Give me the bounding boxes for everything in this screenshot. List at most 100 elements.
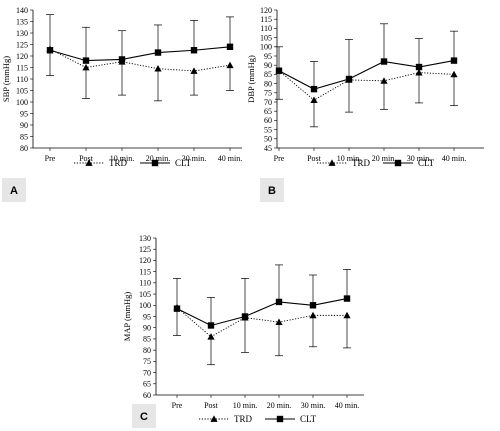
square-marker — [46, 47, 54, 54]
x-tick-label: 40 min. — [442, 154, 466, 163]
panel-c: 60 65 70 75 80 85 90 95 100 105 110 115 120 125 130 Pre… — [122, 234, 364, 428]
x-tick-label: 20 min. — [372, 154, 396, 163]
y-tick-label: 95 — [264, 52, 272, 61]
x-tick-label: 30 min. — [182, 154, 206, 163]
triangle-marker — [415, 68, 423, 76]
triangle-marker — [82, 63, 90, 71]
y-tick-label: 95 — [143, 312, 151, 321]
triangle-marker — [310, 96, 318, 104]
series-line — [278, 60, 455, 90]
series-line — [49, 46, 231, 62]
legend-square-marker — [151, 159, 159, 167]
x-tick-label: Post — [79, 154, 94, 163]
y-axis-label: SBP (mmHg) — [1, 56, 11, 102]
legend-square-marker — [276, 415, 284, 423]
x-tick-label: 10 min. — [337, 154, 361, 163]
triangle-marker — [380, 77, 388, 84]
legend-label: TRD — [234, 414, 253, 424]
series-trd — [275, 67, 458, 128]
series-clt — [275, 23, 458, 93]
y-tick-label: 75 — [264, 89, 272, 98]
y-tick-label: 125 — [16, 40, 28, 49]
x-tick-label: 10 min. — [233, 401, 257, 410]
y-tick-label: 60 — [264, 116, 272, 125]
panel-label: C — [140, 411, 148, 423]
y-tick-label: 110 — [139, 279, 151, 288]
square-marker — [415, 63, 423, 71]
x-tick-label: Pre — [274, 154, 285, 163]
square-marker — [275, 67, 283, 74]
y-tick-label: 65 — [264, 107, 272, 116]
x-tick-label: Pre — [45, 154, 56, 163]
y-tick-label: 100 — [139, 301, 151, 310]
series-line — [176, 298, 348, 327]
y-tick-label: 100 — [260, 43, 272, 52]
panel-label: A — [10, 185, 18, 197]
legend-label: TRD — [109, 158, 128, 168]
legend-label: CLT — [418, 158, 435, 168]
panel-a: 80 85 90 95 100 105 110 115 120 125 130 135 140 Pre Po… — [1, 6, 242, 202]
square-marker — [118, 56, 126, 63]
square-marker — [190, 47, 198, 54]
x-tick-label: 10 min. — [110, 154, 134, 163]
triangle-marker — [450, 70, 458, 78]
triangle-marker — [154, 65, 162, 72]
y-tick-label: 85 — [20, 132, 28, 141]
y-tick-label: 70 — [143, 368, 151, 377]
series-clt — [173, 264, 351, 329]
triangle-marker — [190, 67, 198, 74]
x-tick-label: 30 min. — [301, 401, 325, 410]
y-tick-label: 105 — [139, 290, 151, 299]
legend-triangle-marker — [328, 159, 336, 166]
square-marker — [343, 295, 351, 302]
y-tick-label: 140 — [16, 6, 28, 15]
y-tick-label: 105 — [260, 33, 272, 42]
panel-label-box — [2, 178, 26, 202]
y-tick-label: 70 — [264, 98, 272, 107]
y-tick-label: 85 — [143, 335, 151, 344]
y-tick-label: 50 — [264, 135, 272, 144]
panel-label-box — [260, 178, 284, 202]
series-line — [278, 70, 455, 101]
series-line — [49, 48, 231, 72]
y-tick-label: 90 — [264, 61, 272, 70]
x-tick-label: Pre — [172, 401, 183, 410]
square-marker — [82, 57, 90, 64]
y-tick-label: 60 — [143, 391, 151, 400]
square-marker — [207, 322, 215, 329]
y-tick-label: 130 — [16, 29, 28, 38]
y-tick-label: 115 — [139, 267, 151, 276]
x-tick-label: Post — [307, 154, 322, 163]
y-tick-label: 110 — [16, 75, 28, 84]
square-marker — [380, 58, 388, 65]
triangle-marker — [207, 333, 215, 340]
y-tick-label: 80 — [264, 79, 272, 88]
legend: TRD CLT — [199, 414, 317, 424]
series-trd — [173, 303, 351, 366]
y-tick-label: 135 — [16, 17, 28, 26]
y-tick-label: 55 — [264, 125, 272, 134]
y-tick-label: 80 — [143, 346, 151, 355]
legend-triangle-marker — [210, 415, 218, 422]
legend: TRD CLT — [74, 158, 192, 168]
y-tick-label: 65 — [143, 380, 151, 389]
y-tick-label: 120 — [260, 6, 272, 15]
y-tick-label: 105 — [16, 86, 28, 95]
x-tick-label: 40 min. — [335, 401, 359, 410]
triangle-marker — [309, 311, 317, 319]
triangle-marker — [226, 61, 234, 69]
y-tick-label: 115 — [260, 15, 272, 24]
square-marker — [173, 305, 181, 312]
legend-triangle-marker — [85, 159, 93, 166]
series-trd — [46, 45, 234, 102]
x-tick-label: 30 min. — [407, 154, 431, 163]
x-tick-label: 20 min. — [146, 154, 170, 163]
y-tick-label: 90 — [20, 121, 28, 130]
x-tick-label: 40 min. — [218, 154, 242, 163]
x-tick-label: 20 min. — [267, 401, 291, 410]
series-line — [176, 307, 347, 338]
y-axis-label: DBP (mmHg) — [246, 55, 256, 103]
y-tick-label: 95 — [20, 109, 28, 118]
